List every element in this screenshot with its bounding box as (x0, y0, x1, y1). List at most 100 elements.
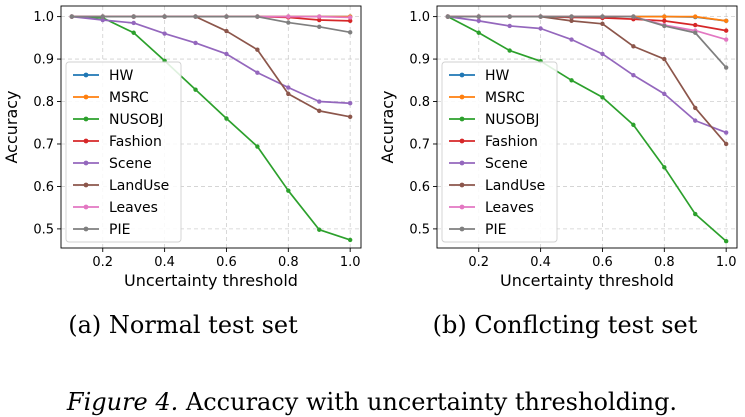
ticks: 0.2 0.4 0.6 0.8 1.0 0.5 0.6 0.7 0.8 0.9 1.0 (33, 10, 360, 270)
x-tick-label: 0.6 (216, 255, 237, 270)
chart-conflicting-test-set: 0.2 0.4 0.6 0.8 1.0 0.5 0.6 0.7 0.8 0.9 1.0 Uncerta… (378, 5, 738, 290)
legend-label: PIE (109, 222, 130, 238)
legend-item-landuse: LandUse (449, 178, 545, 194)
legend-label: Leaves (109, 200, 158, 216)
data-point-leaves (723, 37, 729, 42)
series-scene (69, 14, 353, 106)
data-point-landuse (255, 47, 260, 52)
data-point-scene (723, 130, 729, 135)
legend-item-hw: HW (73, 68, 134, 84)
y-tick-label: 1.0 (33, 10, 54, 25)
data-point-pie (131, 14, 136, 19)
legend-swatch-marker (459, 72, 465, 78)
y-axis-label: Accuracy (2, 90, 21, 163)
series-nusobj (445, 14, 729, 244)
series-line-leaves (447, 15, 727, 41)
data-point-pie (693, 30, 698, 35)
legend-label: NUSOBJ (485, 112, 539, 128)
y-tick-label: 0.9 (409, 53, 430, 68)
legend-swatch-marker (83, 182, 89, 188)
data-point-scene (569, 37, 574, 42)
data-point-leaves (286, 14, 291, 19)
data-point-pie (100, 14, 105, 19)
data-point-pie (569, 14, 574, 19)
chart-normal-test-set: 0.2 0.4 0.6 0.8 1.0 0.5 0.6 0.7 0.8 0.9 1.0 Uncerta… (2, 5, 362, 290)
subcaption-b: (b) Conflcting test set (433, 311, 698, 339)
data-point-scene (693, 118, 698, 123)
legend-item-scene: Scene (449, 156, 528, 172)
legend-item-fashion: Fashion (449, 134, 538, 150)
data-point-nusobj (317, 227, 322, 232)
legend-label: NUSOBJ (109, 112, 163, 128)
series-pie (445, 14, 729, 70)
legend-item-leaves: Leaves (73, 200, 158, 216)
data-point-landuse (631, 44, 636, 49)
legend-swatch-marker (459, 138, 465, 144)
data-point-landuse (347, 114, 353, 120)
legend-swatch-marker (459, 204, 465, 210)
data-point-pie (347, 30, 353, 35)
data-point-pie (538, 14, 543, 19)
data-point-landuse (286, 91, 291, 97)
legend-label: Fashion (485, 134, 538, 150)
caption-label: Figure 4. (66, 388, 178, 416)
data-point-pie (631, 14, 636, 19)
data-point-msrc (693, 14, 698, 19)
data-point-nusobj (347, 237, 353, 243)
legend-swatch-marker (83, 160, 89, 166)
legend-swatch-marker (459, 94, 465, 100)
data-point-scene (193, 40, 198, 46)
x-tick-label: 0.8 (654, 255, 675, 270)
data-point-nusobj (507, 48, 512, 53)
data-point-pie (193, 14, 198, 19)
data-point-leaves (347, 15, 353, 20)
y-tick-label: 0.5 (409, 222, 430, 237)
data-point-fashion (662, 18, 667, 24)
data-point-nusobj (631, 122, 636, 128)
series-line-pie (447, 15, 727, 69)
y-tick-label: 0.8 (33, 95, 54, 110)
legend-swatch-marker (459, 182, 465, 188)
x-tick-label: 0.8 (278, 255, 299, 270)
data-point-nusobj (662, 165, 667, 170)
y-tick-label: 0.5 (33, 222, 54, 237)
figure-caption: Figure 4. Accuracy with uncertainty thre… (66, 388, 677, 416)
data-point-fashion (723, 28, 729, 33)
data-point-scene (317, 99, 322, 104)
data-point-scene (662, 91, 667, 97)
subcaption-a: (a) Normal test set (68, 311, 298, 339)
data-point-nusobj (476, 30, 481, 35)
y-tick-label: 0.6 (33, 180, 54, 195)
data-point-nusobj (286, 188, 291, 193)
x-tick-label: 0.4 (530, 255, 551, 270)
data-point-scene (600, 51, 605, 57)
legend-label: Leaves (485, 200, 534, 216)
legend-item-pie: PIE (449, 222, 506, 238)
data-point-nusobj (600, 95, 605, 100)
legend-item-nusobj: NUSOBJ (449, 112, 539, 128)
legend-swatch-marker (459, 226, 465, 232)
data-point-msrc (723, 18, 729, 24)
data-point-scene (286, 85, 291, 90)
legend-swatch-marker (83, 94, 89, 100)
data-point-scene (347, 101, 353, 106)
legend-swatch-marker (459, 160, 465, 166)
data-point-pie (162, 14, 167, 19)
data-point-pie (507, 14, 512, 19)
data-point-scene (538, 26, 543, 31)
legend-item-msrc: MSRC (449, 90, 525, 106)
data-point-landuse (317, 108, 322, 114)
legend-label: LandUse (485, 178, 545, 194)
x-tick-label: 0.6 (592, 255, 613, 270)
series-line-scene (447, 15, 727, 134)
data-point-pie (286, 20, 291, 25)
y-tick-label: 0.9 (33, 53, 54, 68)
legend-item-pie: PIE (73, 222, 130, 238)
y-tick-label: 0.6 (409, 180, 430, 195)
legend-item-msrc: MSRC (73, 90, 149, 106)
data-point-nusobj (255, 144, 260, 149)
data-point-pie (476, 14, 481, 19)
legend-label: Fashion (109, 134, 162, 150)
legend: HW MSRC NUSOBJ Fashion Scene LandUse Leaves PIE (441, 61, 558, 243)
legend-swatch-marker (83, 72, 89, 78)
